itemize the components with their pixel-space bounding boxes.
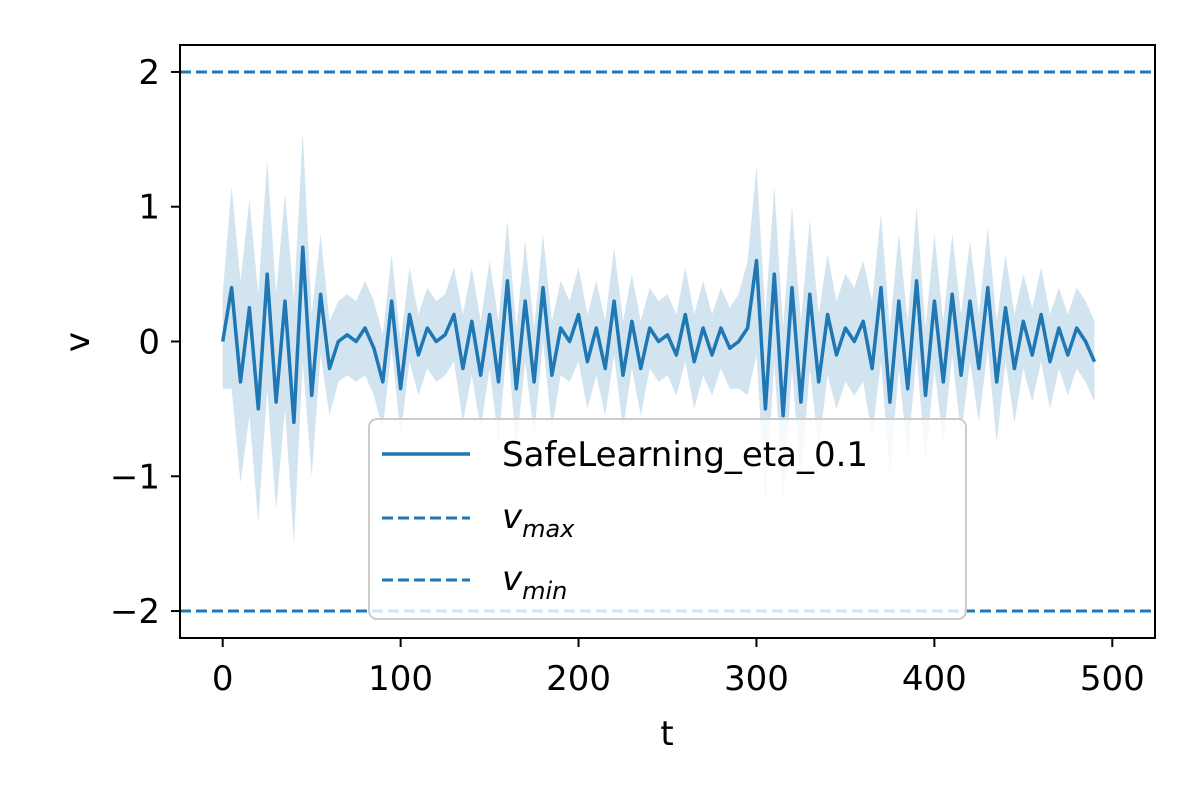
legend-box bbox=[368, 418, 967, 620]
y-tick-label: −1 bbox=[110, 457, 160, 497]
x-axis-label: t bbox=[660, 714, 673, 754]
legend-label-safelearning: SafeLearning_eta_0.1 bbox=[502, 435, 868, 475]
legend: SafeLearning_eta_0.1 vmax vmin bbox=[368, 418, 967, 620]
legend-label-vmax: vmax bbox=[502, 497, 575, 543]
y-tick-label: 1 bbox=[138, 188, 160, 228]
x-tick-label: 0 bbox=[212, 659, 234, 699]
y-tick-label: −2 bbox=[110, 592, 160, 632]
legend-label-vmin: vmin bbox=[502, 559, 567, 605]
y-axis: −2 −1 0 1 2 bbox=[110, 53, 180, 632]
series-band bbox=[222, 132, 1095, 544]
x-tick-label: 100 bbox=[368, 659, 433, 699]
x-axis: 0 100 200 300 400 500 bbox=[212, 638, 1145, 699]
x-tick-label: 300 bbox=[724, 659, 789, 699]
y-tick-label: 0 bbox=[138, 323, 160, 363]
y-axis-label: v bbox=[58, 332, 98, 352]
x-tick-label: 200 bbox=[546, 659, 611, 699]
series-line-safelearning bbox=[220, 245, 1097, 425]
x-tick-label: 500 bbox=[1080, 659, 1145, 699]
y-tick-label: 2 bbox=[138, 53, 160, 93]
x-tick-label: 400 bbox=[902, 659, 967, 699]
